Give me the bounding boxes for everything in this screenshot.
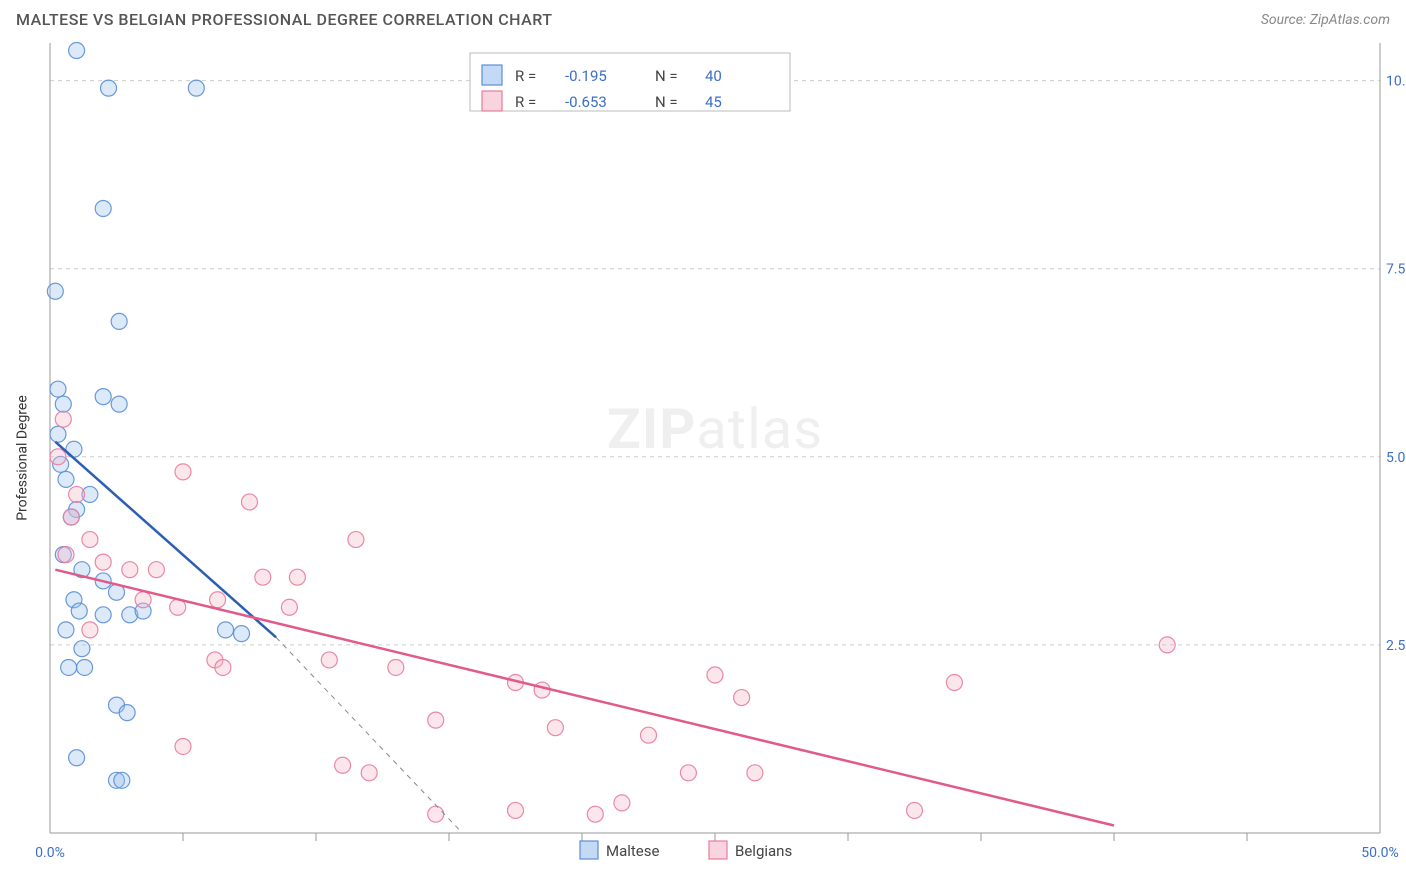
svg-text:R =: R =	[515, 67, 536, 85]
svg-text:40: 40	[705, 67, 722, 85]
svg-text:N =: N =	[655, 93, 678, 111]
svg-text:5.0%: 5.0%	[1386, 450, 1406, 466]
svg-text:10.0%: 10.0%	[1386, 74, 1406, 90]
chart-source: Source: ZipAtlas.com	[1261, 12, 1390, 28]
svg-text:-0.653: -0.653	[565, 93, 607, 111]
svg-text:Maltese: Maltese	[606, 842, 660, 860]
chart-title: MALTESE VS BELGIAN PROFESSIONAL DEGREE C…	[16, 10, 553, 29]
svg-text:N =: N =	[655, 67, 678, 85]
svg-text:50.0%: 50.0%	[1361, 845, 1399, 861]
chart-header: MALTESE VS BELGIAN PROFESSIONAL DEGREE C…	[0, 0, 1406, 33]
svg-text:2.5%: 2.5%	[1386, 638, 1406, 654]
svg-text:ZIPatlas: ZIPatlas	[607, 396, 823, 462]
chart-area: Professional Degree 2.5% 5.0% 7.5% 10.0% ZIP…	[0, 33, 1406, 883]
svg-text:Belgians: Belgians	[735, 842, 792, 860]
svg-text:7.5%: 7.5%	[1386, 262, 1406, 278]
svg-text:-0.195: -0.195	[565, 67, 607, 85]
svg-text:45: 45	[705, 93, 722, 111]
svg-text:R =: R =	[515, 93, 536, 111]
svg-text:0.0%: 0.0%	[35, 845, 65, 861]
scatter-chart: 2.5% 5.0% 7.5% 10.0% ZIPatlas 0.0% 50.0% R = -0.…	[0, 33, 1406, 883]
y-axis-label: Professional Degree	[15, 395, 31, 521]
